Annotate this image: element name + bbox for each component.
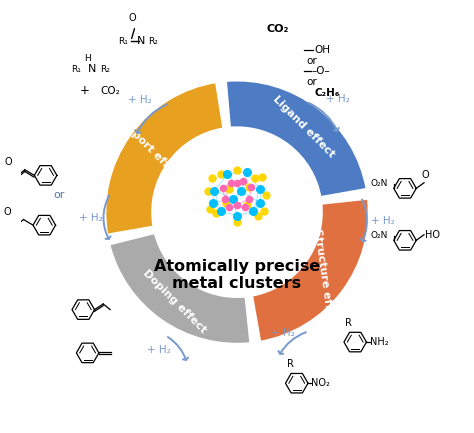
Text: O₂N: O₂N (370, 179, 388, 188)
Text: CO₂: CO₂ (267, 24, 289, 35)
Text: –O–: –O– (311, 66, 330, 77)
Text: + H₂: + H₂ (372, 216, 395, 226)
Text: O: O (4, 207, 11, 217)
Text: Support effect: Support effect (113, 113, 184, 184)
Text: H: H (84, 54, 91, 63)
Text: O₂N: O₂N (370, 231, 388, 240)
Text: NO₂: NO₂ (311, 378, 330, 388)
Text: R: R (345, 318, 352, 328)
Text: + H₂: + H₂ (326, 94, 349, 104)
Text: N: N (137, 36, 145, 46)
Text: HO: HO (425, 229, 440, 240)
Text: + H₂: + H₂ (128, 95, 152, 106)
Text: CO₂: CO₂ (100, 86, 120, 96)
Text: + H₂: + H₂ (79, 213, 102, 223)
Text: or: or (306, 77, 317, 87)
Text: OH: OH (314, 45, 330, 55)
Text: R₂: R₂ (148, 37, 158, 45)
Text: O: O (421, 170, 429, 180)
Circle shape (154, 129, 320, 295)
Text: O: O (5, 157, 13, 167)
Text: +: + (80, 84, 90, 97)
Text: + H₂: + H₂ (147, 345, 171, 355)
Text: R₁: R₁ (118, 37, 128, 45)
Text: N: N (88, 64, 96, 74)
Text: C₂H₆: C₂H₆ (314, 88, 339, 98)
Text: O: O (128, 13, 136, 23)
Text: or: or (306, 55, 317, 66)
Text: NH₂: NH₂ (370, 337, 389, 347)
Text: R₂: R₂ (100, 65, 110, 74)
Wedge shape (252, 198, 369, 342)
Text: R₁: R₁ (71, 65, 81, 74)
Text: Ligand effect: Ligand effect (272, 94, 337, 159)
Text: + H₂: + H₂ (271, 327, 294, 338)
Wedge shape (226, 80, 367, 197)
Text: R: R (287, 359, 294, 369)
Text: or: or (54, 190, 65, 200)
Text: Doping effect: Doping effect (141, 268, 208, 335)
Wedge shape (109, 233, 251, 344)
Wedge shape (105, 82, 224, 235)
Text: Atomically precise
metal clusters: Atomically precise metal clusters (154, 259, 320, 291)
Text: Structure effect: Structure effect (312, 228, 336, 328)
